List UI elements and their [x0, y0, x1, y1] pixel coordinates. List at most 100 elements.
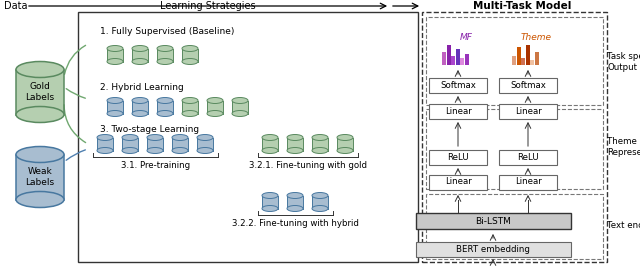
- Ellipse shape: [157, 98, 173, 104]
- Ellipse shape: [197, 135, 213, 140]
- Ellipse shape: [207, 98, 223, 104]
- Bar: [530, 60, 534, 65]
- Bar: [197, 137, 213, 150]
- Ellipse shape: [262, 206, 278, 212]
- Ellipse shape: [312, 206, 328, 212]
- Ellipse shape: [182, 45, 198, 52]
- Bar: [147, 137, 163, 150]
- FancyBboxPatch shape: [78, 12, 418, 262]
- Ellipse shape: [107, 111, 123, 117]
- Bar: [157, 101, 173, 114]
- Ellipse shape: [107, 58, 123, 65]
- Text: Multi-Task Model: Multi-Task Model: [473, 1, 571, 11]
- Bar: [460, 58, 464, 65]
- Ellipse shape: [262, 193, 278, 199]
- Text: Softmax: Softmax: [510, 81, 546, 89]
- Text: 3.1. Pre-training: 3.1. Pre-training: [121, 161, 190, 170]
- Ellipse shape: [172, 147, 188, 153]
- Bar: [516, 47, 520, 65]
- Bar: [122, 137, 138, 150]
- Ellipse shape: [16, 61, 64, 78]
- Bar: [512, 56, 516, 65]
- Ellipse shape: [287, 135, 303, 140]
- Ellipse shape: [232, 111, 248, 117]
- FancyBboxPatch shape: [429, 104, 487, 119]
- Ellipse shape: [182, 111, 198, 117]
- Ellipse shape: [182, 58, 198, 65]
- Bar: [262, 137, 278, 150]
- Bar: [172, 137, 188, 150]
- FancyBboxPatch shape: [415, 213, 570, 229]
- FancyBboxPatch shape: [426, 17, 603, 105]
- Ellipse shape: [132, 58, 148, 65]
- Ellipse shape: [107, 98, 123, 104]
- Text: Bi-LSTM: Bi-LSTM: [475, 217, 511, 225]
- Text: 3.2.2. Fine-tuning with hybrid: 3.2.2. Fine-tuning with hybrid: [232, 219, 359, 228]
- Ellipse shape: [122, 135, 138, 140]
- Text: Learning Strategies: Learning Strategies: [160, 1, 256, 11]
- FancyBboxPatch shape: [422, 12, 607, 262]
- Ellipse shape: [232, 98, 248, 104]
- Ellipse shape: [132, 45, 148, 52]
- Ellipse shape: [132, 98, 148, 104]
- Text: Theme: Theme: [520, 33, 552, 42]
- Ellipse shape: [122, 147, 138, 153]
- Bar: [182, 48, 198, 61]
- Bar: [465, 54, 468, 65]
- FancyBboxPatch shape: [426, 194, 603, 259]
- Ellipse shape: [157, 111, 173, 117]
- Ellipse shape: [97, 147, 113, 153]
- Bar: [534, 52, 538, 65]
- Ellipse shape: [172, 135, 188, 140]
- Ellipse shape: [147, 147, 163, 153]
- Bar: [16, 70, 64, 114]
- Ellipse shape: [157, 45, 173, 52]
- Text: Softmax: Softmax: [440, 81, 476, 89]
- Bar: [521, 58, 525, 65]
- FancyBboxPatch shape: [429, 78, 487, 93]
- Ellipse shape: [107, 45, 123, 52]
- Ellipse shape: [16, 106, 64, 122]
- Ellipse shape: [312, 135, 328, 140]
- Bar: [16, 155, 64, 199]
- Ellipse shape: [157, 58, 173, 65]
- Bar: [337, 137, 353, 150]
- Ellipse shape: [312, 193, 328, 199]
- Bar: [451, 56, 455, 65]
- Ellipse shape: [337, 135, 353, 140]
- Bar: [447, 45, 451, 65]
- Ellipse shape: [197, 147, 213, 153]
- Ellipse shape: [262, 147, 278, 153]
- Ellipse shape: [97, 135, 113, 140]
- Ellipse shape: [287, 147, 303, 153]
- FancyBboxPatch shape: [499, 78, 557, 93]
- Ellipse shape: [312, 147, 328, 153]
- Bar: [107, 101, 123, 114]
- Bar: [525, 45, 529, 65]
- FancyBboxPatch shape: [429, 175, 487, 189]
- FancyBboxPatch shape: [429, 150, 487, 165]
- Bar: [232, 101, 248, 114]
- Text: ReLU: ReLU: [447, 153, 469, 161]
- Text: 3. Two-stage Learning: 3. Two-stage Learning: [100, 124, 199, 134]
- Text: Data: Data: [4, 1, 28, 11]
- Text: ReLU: ReLU: [517, 153, 539, 161]
- Text: Linear: Linear: [445, 178, 472, 186]
- Text: 1. Fully Supervised (Baseline): 1. Fully Supervised (Baseline): [100, 27, 234, 35]
- Bar: [442, 52, 446, 65]
- Ellipse shape: [287, 206, 303, 212]
- Bar: [312, 137, 328, 150]
- Ellipse shape: [182, 98, 198, 104]
- Text: Theme & MF
Representation: Theme & MF Representation: [607, 137, 640, 157]
- Text: MF: MF: [460, 33, 472, 42]
- Ellipse shape: [337, 147, 353, 153]
- Ellipse shape: [16, 147, 64, 163]
- Bar: [107, 48, 123, 61]
- Text: Linear: Linear: [515, 106, 541, 116]
- Ellipse shape: [207, 111, 223, 117]
- Text: Weak
Labels: Weak Labels: [26, 167, 54, 187]
- Bar: [287, 196, 303, 209]
- Text: Task specific
Output: Task specific Output: [607, 52, 640, 72]
- Text: Text encoding: Text encoding: [607, 220, 640, 230]
- Bar: [262, 196, 278, 209]
